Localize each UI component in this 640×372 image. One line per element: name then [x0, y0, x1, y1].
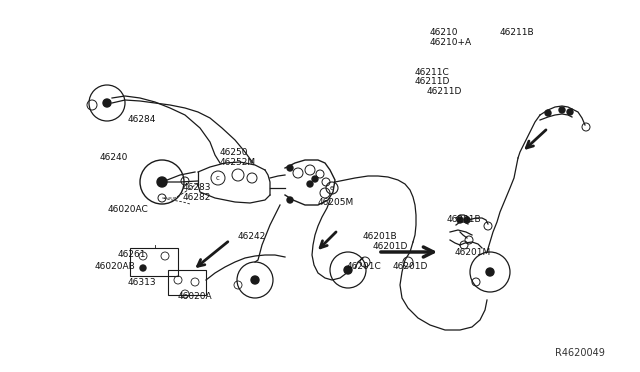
Text: 46240: 46240 [100, 153, 129, 162]
Circle shape [251, 276, 259, 284]
Text: 46201C: 46201C [347, 262, 381, 271]
Text: R4620049: R4620049 [555, 348, 605, 358]
Circle shape [312, 176, 318, 182]
Circle shape [545, 110, 551, 116]
Text: e: e [330, 185, 334, 191]
Text: 46283: 46283 [183, 183, 211, 192]
Text: 46201M: 46201M [455, 248, 492, 257]
Text: 46201B: 46201B [447, 215, 482, 224]
Circle shape [567, 109, 573, 115]
Circle shape [486, 268, 494, 276]
Text: 46242: 46242 [238, 232, 266, 241]
Circle shape [464, 217, 470, 223]
Circle shape [307, 181, 313, 187]
Circle shape [140, 265, 146, 271]
Text: 46205M: 46205M [318, 198, 355, 207]
Circle shape [157, 177, 167, 187]
Text: 46211C: 46211C [415, 68, 450, 77]
Text: 46201D: 46201D [373, 242, 408, 251]
Circle shape [287, 197, 293, 203]
Text: 46020AB: 46020AB [95, 262, 136, 271]
Text: 46210: 46210 [430, 28, 458, 37]
Circle shape [344, 266, 352, 274]
Text: c: c [216, 175, 220, 181]
Text: 46252M: 46252M [220, 158, 256, 167]
Text: 46284: 46284 [128, 115, 156, 124]
Text: 46282: 46282 [183, 193, 211, 202]
Text: 46020AC: 46020AC [108, 205, 148, 214]
Text: 46211B: 46211B [500, 28, 534, 37]
Text: 46201B: 46201B [363, 232, 397, 241]
Circle shape [287, 165, 293, 171]
Circle shape [457, 217, 463, 223]
Text: 46020A: 46020A [178, 292, 212, 301]
Text: 46211D: 46211D [427, 87, 462, 96]
Circle shape [559, 107, 565, 113]
Polygon shape [285, 160, 335, 205]
Text: 46313: 46313 [128, 278, 157, 287]
Text: 46201D: 46201D [393, 262, 428, 271]
Text: 46250: 46250 [220, 148, 248, 157]
Text: 46211D: 46211D [415, 77, 451, 86]
Circle shape [103, 99, 111, 107]
Text: 46210+A: 46210+A [430, 38, 472, 47]
Text: 46261: 46261 [118, 250, 147, 259]
